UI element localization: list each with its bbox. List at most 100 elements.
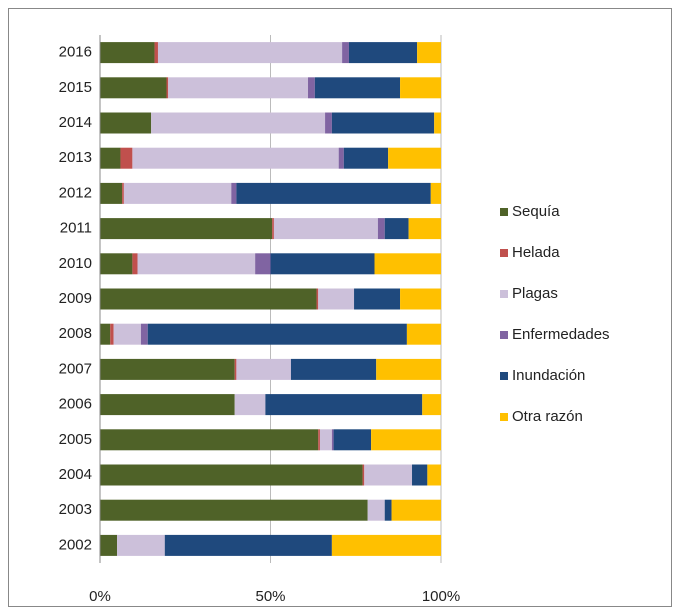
bar-segment — [132, 147, 339, 169]
legend-swatch — [500, 331, 508, 339]
bar-segment — [147, 323, 407, 345]
legend-swatch — [500, 372, 508, 380]
y-tick-label: 2004 — [59, 466, 92, 483]
bar-segment — [100, 288, 317, 310]
bar-segment — [122, 182, 124, 204]
bar-segment — [140, 323, 148, 345]
bar-segment — [265, 394, 423, 416]
bar-segment — [120, 147, 133, 169]
bar-segment — [333, 429, 372, 451]
bar-segment — [374, 253, 441, 275]
bar-segment — [342, 42, 349, 64]
x-tick-label: 50% — [255, 588, 285, 605]
bar-segment — [362, 464, 365, 486]
bar-segment — [255, 253, 271, 275]
bar-segment — [417, 42, 441, 64]
bar-segment — [391, 499, 441, 521]
y-tick-label: 2016 — [59, 44, 92, 61]
y-tick-label: 2008 — [59, 325, 92, 342]
y-tick-label: 2012 — [59, 184, 92, 201]
legend-swatch — [500, 413, 508, 421]
y-tick-label: 2003 — [59, 501, 92, 518]
bar-segment — [343, 147, 389, 169]
bar-segment — [348, 42, 418, 64]
bar-segment — [100, 147, 121, 169]
bar-segment — [100, 358, 235, 380]
bar-segment — [157, 42, 343, 64]
bar-segment — [422, 394, 441, 416]
bar-segment — [319, 429, 332, 451]
bar-segment — [290, 358, 377, 380]
bar-segment — [408, 218, 441, 240]
bar-segment — [318, 288, 355, 310]
bar-segment — [400, 288, 441, 310]
bar-segment — [400, 77, 441, 99]
bar-segment — [137, 253, 256, 275]
bar-segment — [100, 77, 167, 99]
bar-segment — [434, 112, 441, 134]
legend-label: Plagas — [512, 285, 558, 302]
bar-segment — [318, 429, 320, 451]
bar-segment — [100, 253, 133, 275]
legend-swatch — [500, 208, 508, 216]
y-tick-label: 2014 — [59, 114, 92, 131]
y-tick-label: 2006 — [59, 396, 92, 413]
bar-segment — [234, 394, 266, 416]
y-tick-label: 2015 — [59, 79, 92, 96]
bar-segment — [308, 77, 315, 99]
bar-segment — [388, 147, 441, 169]
bar-segment — [273, 218, 378, 240]
bar-segment — [100, 499, 368, 521]
y-tick-label: 2010 — [59, 255, 92, 272]
bar-segment — [168, 77, 309, 99]
bar-segment — [154, 42, 158, 64]
bar-segment — [166, 77, 169, 99]
bar-segment — [331, 112, 435, 134]
legend-label: Otra razón — [512, 408, 583, 425]
bar-segment — [100, 218, 273, 240]
bar-segment — [132, 253, 138, 275]
y-tick-label: 2007 — [59, 360, 92, 377]
bar-segment — [384, 499, 392, 521]
bar-segment — [427, 464, 441, 486]
bar-segment — [316, 288, 319, 310]
bar-segment — [100, 323, 111, 345]
bar-segment — [236, 358, 291, 380]
bar-segment — [164, 534, 332, 556]
bar-segment — [123, 182, 232, 204]
bar-segment — [364, 464, 413, 486]
bar-segment — [430, 182, 441, 204]
bar-segment — [338, 147, 344, 169]
bar-segment — [272, 218, 274, 240]
legend-label: Helada — [512, 244, 560, 261]
bar-segment — [377, 218, 385, 240]
bar-segment — [384, 218, 409, 240]
y-tick-label: 2013 — [59, 149, 92, 166]
bar-segment — [406, 323, 441, 345]
bar-segment — [113, 323, 141, 345]
bar-segment — [270, 253, 375, 275]
bar-segment — [354, 288, 401, 310]
legend-swatch — [500, 249, 508, 257]
bar-segment — [371, 429, 441, 451]
y-tick-label: 2009 — [59, 290, 92, 307]
x-tick-label: 0% — [89, 588, 111, 605]
legend-swatch — [500, 290, 508, 298]
x-tick-label: 100% — [422, 588, 460, 605]
bar-segment — [236, 182, 431, 204]
y-tick-label: 2005 — [59, 431, 92, 448]
bar-segment — [314, 77, 401, 99]
y-tick-label: 2011 — [60, 220, 92, 237]
bar-segment — [100, 534, 118, 556]
bar-segment — [376, 358, 441, 380]
bar-segment — [331, 429, 334, 451]
bar-segment — [100, 394, 235, 416]
bar-segment — [234, 358, 237, 380]
bar-segment — [412, 464, 428, 486]
legend-label: Sequía — [512, 203, 560, 220]
y-tick-label: 2002 — [59, 536, 92, 553]
bar-segment — [331, 534, 441, 556]
bar-segment — [100, 464, 363, 486]
bar-segment — [100, 112, 152, 134]
